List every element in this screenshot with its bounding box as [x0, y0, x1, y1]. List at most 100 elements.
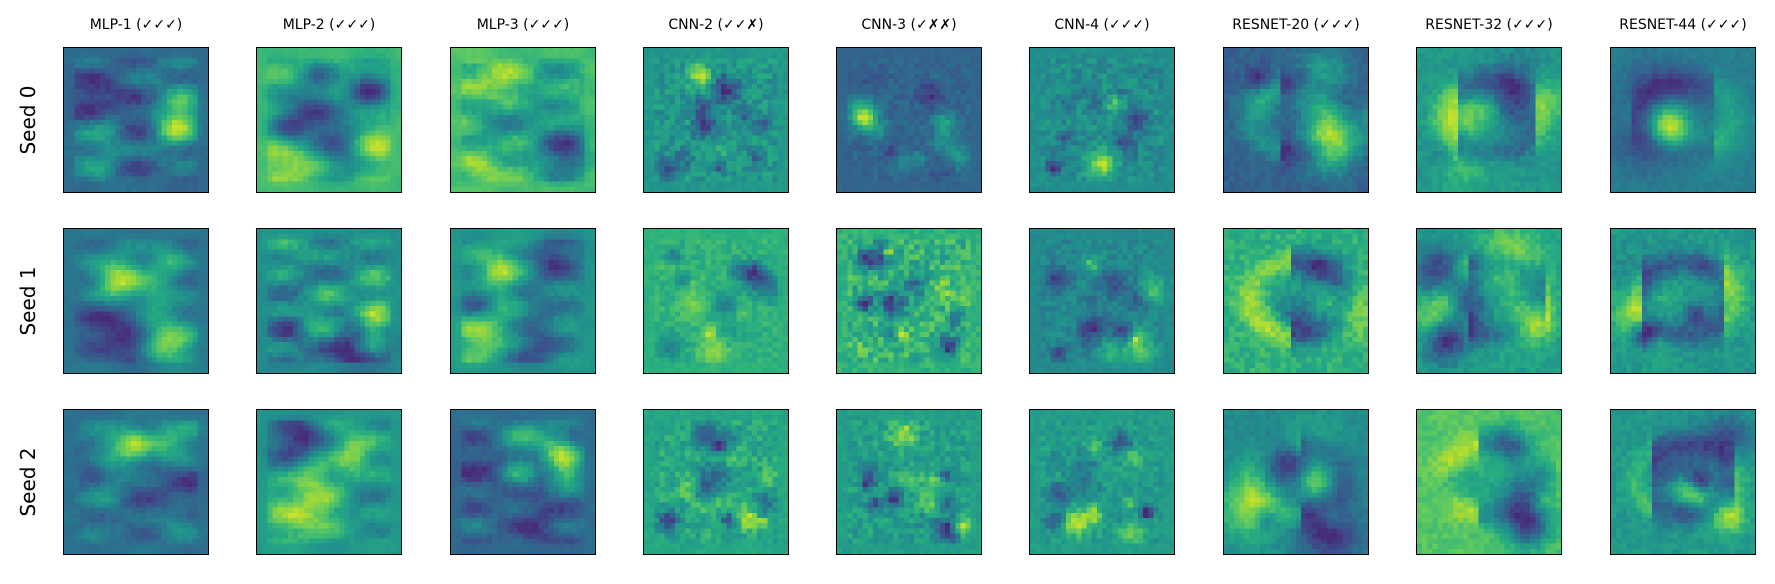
heatmap-cell: [726, 120, 732, 126]
heatmap-cell: [564, 181, 570, 187]
heatmap-cell: [303, 63, 309, 69]
heatmap-cell: [329, 73, 335, 79]
heatmap-cell: [125, 166, 131, 172]
heatmap-cell: [674, 120, 681, 126]
heatmap-cell: [1035, 104, 1041, 110]
heatmap-cell: [782, 78, 788, 85]
heatmap-cell: [329, 135, 335, 141]
heatmap-cell: [1040, 104, 1046, 110]
heatmap-cell: [1081, 156, 1087, 162]
heatmap-cell: [476, 125, 482, 131]
heatmap-cell: [94, 161, 101, 167]
heatmap-cell: [339, 130, 345, 136]
heatmap-cell: [975, 114, 981, 121]
heatmap-cell: [924, 104, 930, 110]
heatmap-cell: [695, 48, 701, 54]
heatmap-cell: [375, 84, 381, 90]
heatmap-cell: [965, 156, 971, 162]
heatmap-cell: [945, 156, 951, 162]
heatmap-cell: [873, 58, 879, 64]
heatmap-cell: [497, 176, 503, 182]
heatmap-cell: [323, 161, 330, 167]
heatmap-cell: [287, 104, 294, 110]
heatmap-cell: [528, 73, 534, 79]
heatmap-cell: [924, 48, 930, 54]
heatmap-cell: [177, 84, 183, 90]
heatmap-cell: [1035, 89, 1041, 95]
heatmap-cell: [1040, 58, 1046, 64]
heatmap-cell: [1234, 58, 1240, 64]
heatmap-cell: [120, 145, 126, 151]
heatmap-cell: [659, 114, 665, 121]
heatmap-cell: [1035, 181, 1041, 187]
heatmap-cell: [130, 145, 137, 151]
heatmap-cell: [654, 104, 660, 110]
heatmap-cell: [574, 145, 580, 151]
heatmap-cell: [965, 125, 971, 131]
heatmap-cell: [1076, 84, 1082, 90]
heatmap-cell: [955, 68, 961, 74]
heatmap-cell: [1086, 53, 1092, 59]
column-title: MLP-3 (✓✓✓): [430, 17, 616, 33]
heatmap-cell: [1107, 186, 1113, 192]
heatmap-cell: [950, 48, 956, 54]
heatmap-cell: [476, 135, 482, 141]
heatmap-cell: [584, 63, 590, 69]
heatmap-cell: [354, 68, 360, 74]
heatmap-cell: [564, 166, 570, 172]
heatmap-cell: [1102, 84, 1108, 90]
heatmap-cell: [746, 135, 753, 141]
heatmap-cell: [303, 125, 309, 131]
heatmap-cell: [842, 114, 848, 121]
heatmap-cell: [1066, 181, 1072, 187]
heatmap-cell: [395, 171, 401, 177]
heatmap-cell: [523, 73, 529, 79]
heatmap-cell: [685, 99, 691, 105]
heatmap-cell: [110, 120, 116, 126]
heatmap-cell: [313, 73, 319, 79]
heatmap-cell: [533, 181, 539, 187]
heatmap-cell: [466, 135, 472, 141]
heatmap-cell: [146, 99, 152, 105]
heatmap-cell: [308, 176, 314, 182]
heatmap-cell: [115, 53, 121, 59]
heatmap-cell: [105, 63, 111, 69]
heatmap-cell: [125, 161, 131, 167]
heatmap-cell: [100, 171, 106, 177]
heatmap-cell: [960, 94, 966, 100]
heatmap-cell: [955, 78, 961, 85]
heatmap-cell: [1055, 125, 1061, 131]
heatmap-cell: [1254, 73, 1261, 79]
heatmap-cell: [318, 63, 324, 69]
heatmap-cell: [1234, 63, 1240, 69]
heatmap-cell: [955, 48, 961, 54]
heatmap-cell: [909, 186, 915, 192]
heatmap-cell: [705, 73, 711, 79]
heatmap-cell: [909, 68, 915, 74]
heatmap-cell: [929, 176, 935, 182]
heatmap-cell: [716, 140, 722, 146]
heatmap-cell: [579, 120, 585, 126]
heatmap-cell: [1091, 120, 1097, 126]
heatmap-cell: [74, 78, 80, 85]
heatmap-cell: [120, 99, 126, 105]
heatmap-cell: [710, 176, 717, 182]
heatmap-cell: [1332, 63, 1338, 69]
heatmap-cell: [674, 130, 681, 136]
heatmap-cell: [862, 68, 868, 74]
heatmap-cell: [182, 58, 188, 64]
heatmap-cell: [867, 94, 874, 100]
heatmap-cell: [94, 140, 101, 146]
heatmap-cell: [507, 68, 513, 74]
heatmap-cell: [523, 161, 529, 167]
heatmap-cell: [1362, 89, 1368, 95]
heatmap-cell: [543, 114, 549, 121]
heatmap-cell: [497, 99, 503, 105]
heatmap-cell: [339, 109, 345, 115]
heatmap-cell: [970, 114, 976, 121]
heatmap-cell: [1337, 53, 1343, 59]
heatmap-cell: [1234, 53, 1240, 59]
heatmap-cell: [303, 171, 309, 177]
heatmap-cell: [380, 114, 386, 121]
heatmap-cell: [528, 89, 534, 95]
